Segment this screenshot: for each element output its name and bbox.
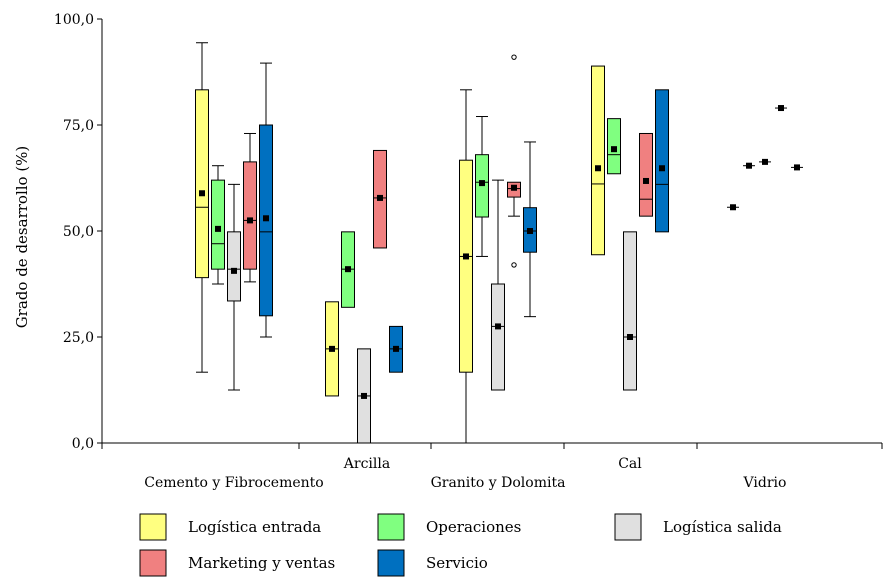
mean-marker <box>527 228 533 234</box>
mean-marker <box>778 105 784 112</box>
mean-marker <box>361 392 367 399</box>
mean-marker <box>393 345 399 352</box>
box-body <box>195 89 209 279</box>
x-tick-label: Vidrio <box>743 475 787 491</box>
legend-label: Logística salida <box>663 518 782 536</box>
box-1-3 <box>607 118 621 175</box>
box-2-0 <box>227 183 241 391</box>
mean-marker <box>643 177 649 184</box>
box-body <box>227 231 241 302</box>
mean-marker <box>730 204 736 211</box>
mean-marker <box>794 164 800 171</box>
legend-item: Logística entrada <box>139 513 321 541</box>
box-1-4 <box>743 162 755 169</box>
legend-swatch <box>139 513 167 541</box>
box-4-3 <box>655 89 669 233</box>
x-tick-label: Arcilla <box>343 456 390 472</box>
mean-marker <box>377 194 383 201</box>
box-3-1 <box>373 149 387 249</box>
box-4-0 <box>259 62 273 338</box>
mean-marker <box>495 323 501 330</box>
box-body <box>655 89 669 233</box>
legend-item: Servicio <box>377 549 488 577</box>
box-0-3 <box>591 65 605 256</box>
box-body <box>211 179 225 270</box>
box-3-2 <box>507 54 521 268</box>
y-tick-label: 75,0 <box>63 118 94 134</box>
mean-marker <box>511 184 517 191</box>
mean-marker <box>659 165 665 172</box>
box-4-2 <box>523 141 537 318</box>
box-1-2 <box>475 116 489 257</box>
box-body <box>623 231 637 391</box>
box-0-0 <box>195 42 209 373</box>
mean-marker <box>345 266 351 273</box>
mean-marker <box>329 345 335 352</box>
mean-marker <box>627 334 633 340</box>
mean-marker <box>595 165 601 172</box>
x-tick-label: Cemento y Fibrocemento <box>144 475 323 491</box>
y-tick-label: 100,0 <box>54 12 94 28</box>
box-2-1 <box>357 348 371 444</box>
outlier-point <box>511 262 517 268</box>
legend-label: Servicio <box>426 554 488 572</box>
box-3-4 <box>775 105 787 112</box>
y-tick-label: 0,0 <box>72 436 94 452</box>
legend-item: Operaciones <box>377 513 521 541</box>
box-2-4 <box>759 158 771 165</box>
x-tick-label: Granito y Dolomita <box>431 475 566 491</box>
x-tick-label: Cal <box>618 456 642 472</box>
box-1-1 <box>341 231 355 308</box>
axes: 0,0 25,0 50,0 75,0 100,0 <box>54 12 883 452</box>
y-tick-label: 25,0 <box>63 330 94 346</box>
box-0-1 <box>325 301 339 397</box>
box-3-3 <box>639 132 653 217</box>
box-2-3 <box>623 231 637 391</box>
legend-item: Logística salida <box>614 513 782 541</box>
mean-marker <box>247 217 253 224</box>
y-axis-label: Grado de desarrollo (%) <box>13 146 31 329</box>
legend-label: Logística entrada <box>188 518 321 536</box>
mean-marker <box>479 180 485 187</box>
box-body <box>491 283 505 391</box>
mean-marker <box>746 162 752 169</box>
box-body <box>459 159 473 373</box>
box-1-0 <box>211 165 225 285</box>
box-0-2 <box>459 89 473 444</box>
mean-marker <box>199 190 205 197</box>
box-body <box>243 161 257 270</box>
category-labels: Cemento y Fibrocemento Arcilla Granito y D… <box>144 456 786 491</box>
box-groups <box>195 42 803 444</box>
y-tick-label: 50,0 <box>63 224 94 240</box>
box-4-4 <box>791 164 803 171</box>
legend: Logística entrada Operaciones Logística sa… <box>139 513 782 577</box>
box-body <box>639 132 653 217</box>
box-3-0 <box>243 132 257 283</box>
mean-marker <box>215 225 221 232</box>
legend-swatch <box>139 549 167 577</box>
legend-swatch <box>377 513 405 541</box>
mean-marker <box>463 253 469 260</box>
box-2-2 <box>491 179 505 391</box>
box-4-1 <box>389 325 403 373</box>
legend-label: Marketing y ventas <box>188 554 335 572</box>
mean-marker <box>611 146 617 153</box>
legend-swatch <box>614 513 642 541</box>
box-0-4 <box>727 204 739 211</box>
legend-item: Marketing y ventas <box>139 549 335 577</box>
legend-label: Operaciones <box>426 518 521 536</box>
mean-marker <box>263 215 269 222</box>
mean-marker <box>231 267 237 274</box>
legend-swatch <box>377 549 405 577</box>
outlier-point <box>511 54 517 60</box>
mean-marker <box>762 158 768 165</box>
box-body <box>591 65 605 256</box>
